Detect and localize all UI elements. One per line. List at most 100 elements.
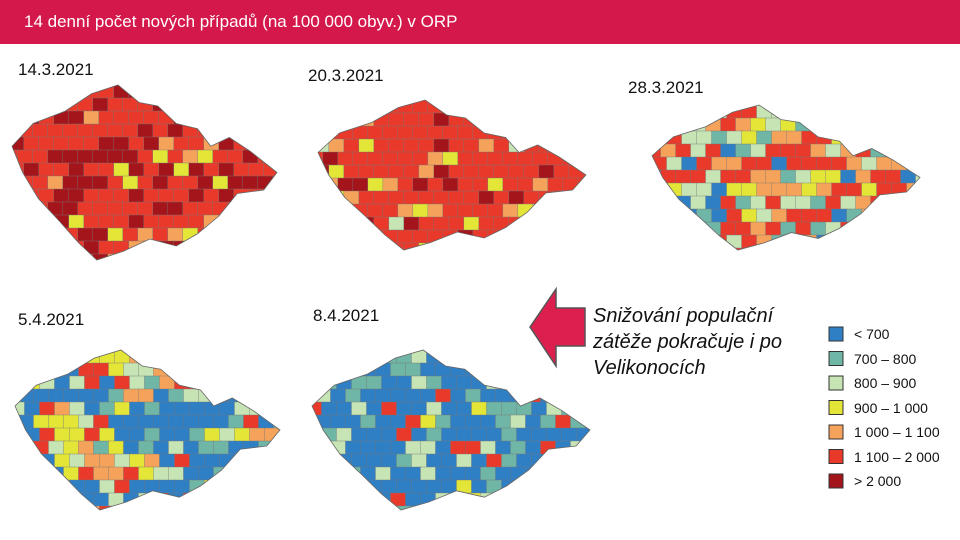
district bbox=[900, 221, 917, 237]
district bbox=[516, 375, 533, 391]
district bbox=[876, 130, 893, 146]
district bbox=[98, 214, 115, 230]
district bbox=[510, 414, 527, 430]
district bbox=[92, 253, 109, 260]
map bbox=[652, 105, 920, 250]
district bbox=[456, 427, 473, 443]
district bbox=[212, 97, 229, 113]
district bbox=[33, 388, 50, 404]
district bbox=[538, 242, 556, 250]
district bbox=[128, 162, 145, 178]
district bbox=[39, 350, 56, 365]
district bbox=[765, 117, 782, 133]
district bbox=[487, 151, 505, 167]
district bbox=[396, 505, 413, 510]
district bbox=[114, 427, 131, 443]
district bbox=[900, 169, 917, 185]
district bbox=[561, 375, 578, 391]
district bbox=[328, 242, 346, 250]
district bbox=[411, 505, 428, 510]
legend-swatch bbox=[828, 400, 844, 415]
district bbox=[218, 188, 235, 204]
district bbox=[312, 466, 317, 482]
district bbox=[123, 414, 140, 430]
district bbox=[272, 201, 277, 217]
district bbox=[816, 156, 833, 172]
district bbox=[420, 388, 437, 404]
legend-label: 700 – 800 bbox=[854, 350, 917, 367]
district bbox=[174, 350, 191, 365]
district bbox=[660, 195, 677, 211]
district bbox=[143, 162, 160, 178]
district bbox=[352, 151, 370, 167]
district bbox=[435, 388, 452, 404]
district bbox=[465, 440, 482, 456]
district bbox=[234, 427, 251, 443]
district bbox=[831, 105, 848, 120]
district bbox=[756, 130, 773, 146]
district bbox=[532, 100, 550, 115]
district bbox=[381, 427, 398, 443]
district bbox=[197, 227, 214, 243]
district bbox=[876, 156, 893, 172]
district bbox=[78, 440, 95, 456]
district bbox=[18, 466, 35, 482]
district bbox=[906, 130, 920, 146]
district bbox=[501, 401, 518, 417]
district bbox=[83, 188, 100, 204]
district bbox=[555, 466, 572, 482]
district bbox=[213, 362, 230, 378]
district bbox=[203, 162, 220, 178]
district bbox=[427, 151, 445, 167]
district bbox=[756, 182, 773, 198]
district bbox=[532, 125, 550, 141]
district bbox=[219, 401, 236, 417]
district bbox=[203, 110, 220, 126]
district bbox=[532, 151, 550, 167]
district bbox=[390, 492, 407, 508]
district bbox=[840, 117, 857, 133]
district bbox=[448, 112, 466, 128]
district bbox=[272, 149, 277, 165]
district bbox=[705, 143, 722, 159]
district bbox=[456, 479, 473, 495]
district bbox=[17, 227, 34, 243]
district bbox=[78, 492, 95, 508]
district bbox=[233, 110, 250, 126]
district bbox=[279, 505, 280, 510]
legend-label: 1 000 – 1 100 bbox=[854, 424, 940, 440]
district bbox=[801, 130, 818, 146]
district bbox=[84, 453, 101, 469]
district bbox=[433, 190, 451, 206]
district bbox=[576, 453, 590, 469]
district bbox=[546, 453, 563, 469]
district bbox=[312, 414, 317, 430]
district bbox=[510, 440, 527, 456]
district bbox=[351, 505, 368, 510]
district bbox=[561, 427, 578, 443]
district bbox=[77, 253, 94, 260]
district bbox=[412, 100, 430, 115]
district bbox=[390, 388, 407, 404]
district bbox=[32, 201, 49, 217]
district bbox=[795, 195, 812, 211]
district bbox=[906, 105, 920, 120]
district bbox=[367, 125, 385, 141]
district bbox=[720, 195, 737, 211]
district bbox=[652, 247, 662, 250]
district bbox=[158, 110, 175, 126]
district bbox=[273, 492, 280, 508]
district bbox=[93, 492, 110, 508]
district bbox=[652, 169, 662, 185]
district bbox=[915, 117, 920, 133]
district bbox=[144, 375, 161, 391]
district bbox=[885, 195, 902, 211]
district bbox=[690, 117, 707, 133]
district bbox=[93, 362, 110, 378]
district bbox=[174, 453, 191, 469]
district bbox=[32, 227, 49, 243]
district bbox=[174, 401, 191, 417]
district bbox=[577, 177, 586, 193]
district bbox=[53, 188, 70, 204]
district bbox=[108, 362, 125, 378]
